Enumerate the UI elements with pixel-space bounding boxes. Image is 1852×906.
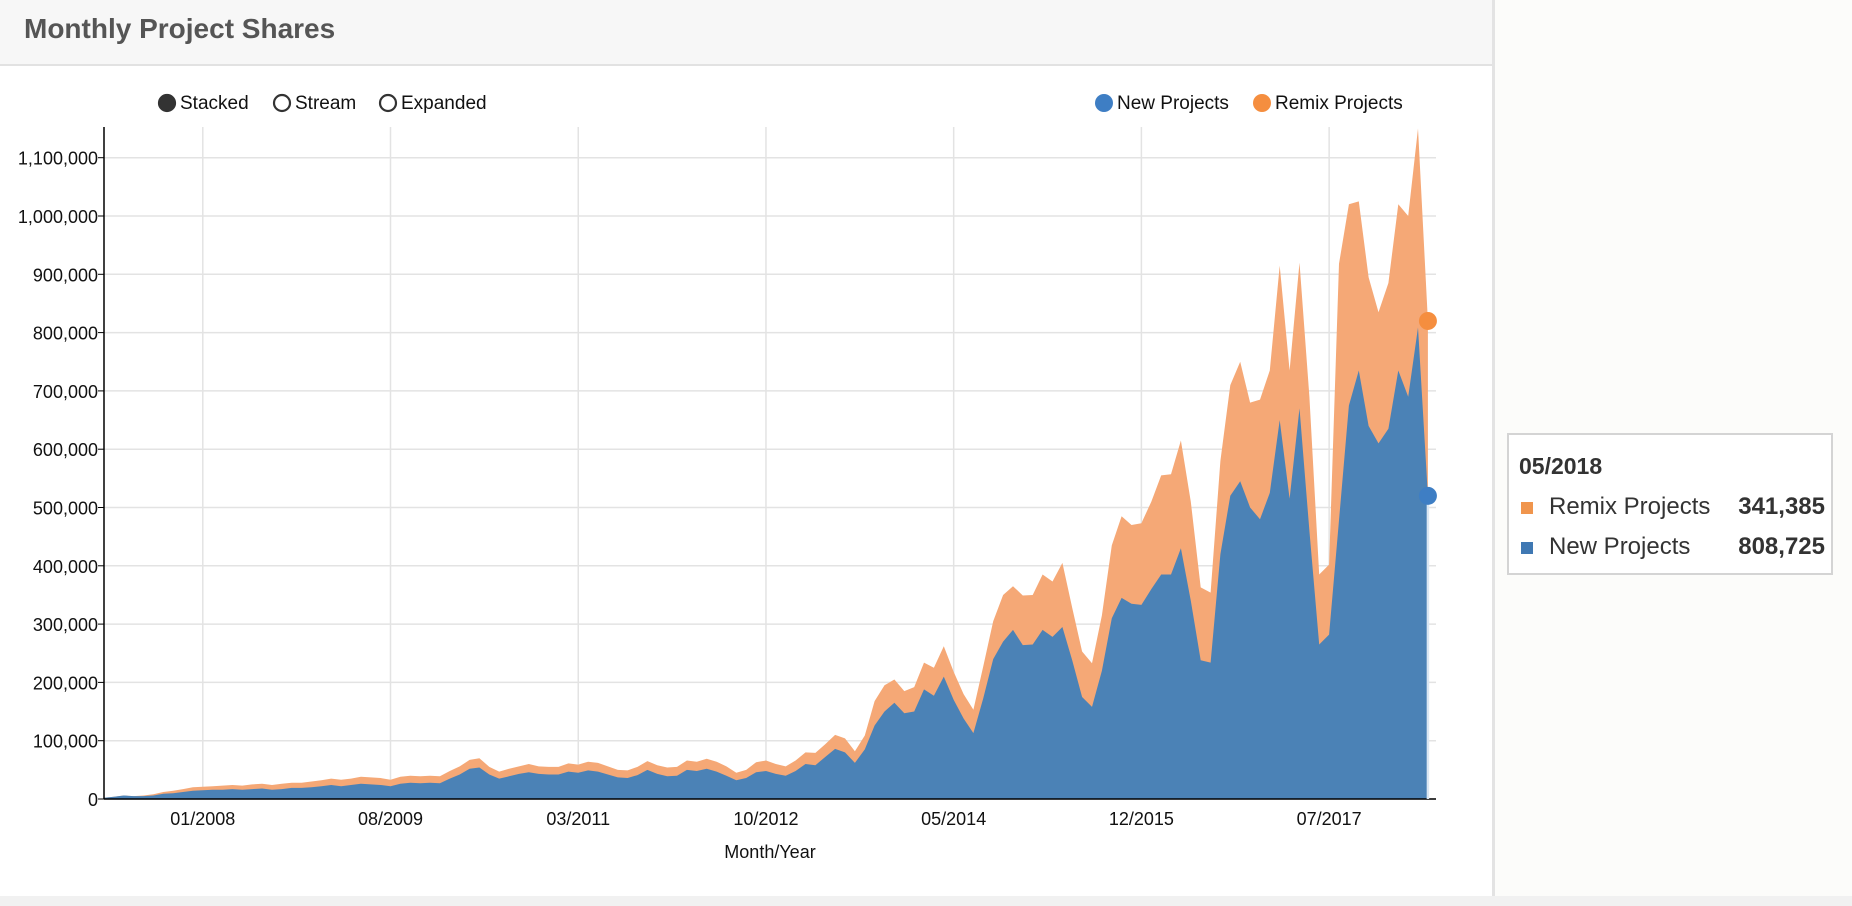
area-layer [104,128,1428,799]
series-new-projects-area [104,327,1428,799]
page-title: Monthly Project Shares [24,13,336,44]
y-tick-label: 700,000 [33,382,98,402]
legend-item-new-projects[interactable]: New Projects [1095,93,1229,114]
legend-item-remix-projects[interactable]: Remix Projects [1253,93,1403,114]
y-tick-label: 900,000 [33,265,98,285]
y-tick-label: 400,000 [33,557,98,577]
mode-stream-label[interactable]: Stream [295,93,356,114]
y-tick-label: 300,000 [33,615,98,635]
bottom-strip [0,896,1852,906]
x-tick-label: 08/2009 [358,809,423,829]
y-tick-label: 800,000 [33,324,98,344]
mode-expanded-label[interactable]: Expanded [401,93,487,114]
x-tick-label: 03/2011 [546,809,610,829]
x-tick-label: 07/2017 [1297,809,1362,829]
x-tick-label: 01/2008 [170,809,235,829]
hover-tooltip: 05/2018 Remix Projects 341,385 New Proje… [1507,433,1833,575]
y-tick-label: 0 [88,790,98,810]
y-tick-label: 1,100,000 [18,149,98,169]
x-tick-label: 05/2014 [921,809,986,829]
tooltip-remix-value: 341,385 [1738,493,1825,520]
radio-stream-icon[interactable] [272,93,292,113]
legend-label[interactable]: New Projects [1117,93,1229,114]
mode-option-stream[interactable]: Stream [272,93,356,114]
new-hover-point [1418,486,1437,505]
x-axis-title: Month/Year [724,842,815,862]
mode-controls: Stacked Stream Expanded [157,93,487,114]
new-swatch [1521,542,1533,554]
radio-expanded-icon[interactable] [378,93,398,113]
axis-layer: 0 100,000 200,000 300,000 400,000 500,000 600,… [18,127,1436,862]
mode-option-stacked[interactable]: Stacked [157,93,249,114]
tooltip-row-new: New Projects 808,725 [1519,533,1825,567]
y-tick-label: 600,000 [33,440,98,460]
radio-stacked-icon[interactable] [157,93,177,113]
mode-option-expanded[interactable]: Expanded [378,93,487,114]
legend-label[interactable]: Remix Projects [1275,93,1403,114]
y-tick-label: 200,000 [33,673,98,693]
tooltip-new-value: 808,725 [1738,533,1825,560]
mode-stacked-label[interactable]: Stacked [180,93,249,114]
tooltip-row-remix: Remix Projects 341,385 [1519,493,1825,527]
y-tick-label: 1,000,000 [18,207,98,227]
hover-markers [1418,311,1437,799]
legend-layer: New Projects Remix Projects [1095,93,1403,114]
panel-header: Monthly Project Shares [0,0,1492,66]
tooltip-remix-label: Remix Projects [1549,493,1711,520]
x-tick-label: 10/2012 [733,809,798,829]
remix-swatch [1521,502,1533,514]
y-tick-label: 100,000 [33,732,98,752]
stacked-area-chart: 0 100,000 200,000 300,000 400,000 500,000 600,… [18,93,1437,862]
legend-dot-icon[interactable] [1253,94,1271,112]
legend-dot-icon[interactable] [1095,94,1113,112]
remix-hover-point [1418,311,1437,330]
tooltip-date: 05/2018 [1519,453,1603,479]
x-tick-label: 12/2015 [1109,809,1174,829]
tooltip-new-label: New Projects [1549,533,1691,560]
y-tick-label: 500,000 [33,499,98,519]
